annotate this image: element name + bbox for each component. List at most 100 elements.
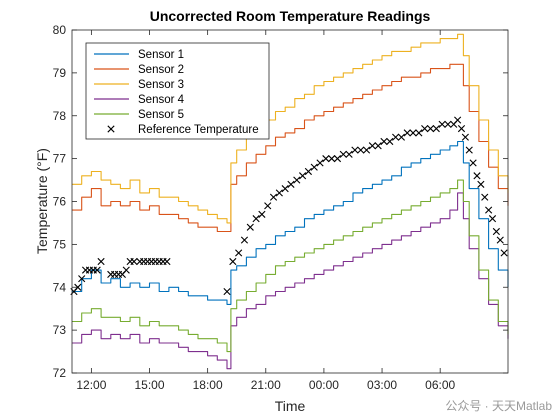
reference-marker xyxy=(97,257,105,266)
reference-marker xyxy=(386,137,394,146)
reference-marker xyxy=(339,150,347,158)
reference-marker xyxy=(444,120,452,128)
reference-marker xyxy=(229,257,237,266)
reference-marker xyxy=(328,155,336,163)
reference-marker xyxy=(246,223,254,231)
reference-marker-stroke xyxy=(310,163,318,171)
reference-marker-stroke xyxy=(339,150,347,158)
reference-marker xyxy=(264,202,272,210)
reference-marker-stroke xyxy=(293,176,301,184)
reference-marker xyxy=(465,146,473,154)
legend-label: Sensor 5 xyxy=(138,109,184,121)
reference-marker-stroke xyxy=(328,155,336,163)
reference-marker-stroke xyxy=(380,137,388,146)
series-group xyxy=(72,33,509,370)
reference-marker-stroke xyxy=(74,283,82,291)
reference-marker xyxy=(287,180,295,188)
reference-marker xyxy=(93,266,101,274)
reference-marker xyxy=(368,142,376,150)
reference-marker xyxy=(426,125,435,133)
reference-marker xyxy=(461,133,469,141)
legend-label: Sensor 2 xyxy=(138,64,184,76)
reference-marker-stroke xyxy=(333,155,342,163)
x-tick-label: 21:00 xyxy=(251,378,281,392)
reference-marker xyxy=(163,257,171,266)
reference-marker xyxy=(500,249,508,257)
reference-marker-stroke xyxy=(409,129,417,137)
x-tick-label: 03:00 xyxy=(367,378,397,392)
reference-marker xyxy=(415,129,423,137)
legend-swatch-x xyxy=(107,125,115,133)
reference-marker-stroke xyxy=(374,142,382,150)
y-tick-label: 79 xyxy=(53,66,67,80)
reference-marker xyxy=(397,133,406,141)
reference-marker-stroke xyxy=(299,172,307,180)
reference-marker-stroke xyxy=(163,257,171,266)
x-tick-label: 06:00 xyxy=(425,378,455,392)
reference-marker-stroke xyxy=(316,159,324,167)
reference-marker xyxy=(281,185,289,193)
y-tick-label: 80 xyxy=(53,23,67,37)
legend-label: Reference Temperature xyxy=(138,124,259,136)
reference-marker xyxy=(473,172,481,180)
reference-marker xyxy=(322,155,330,163)
reference-marker-stroke xyxy=(281,185,289,193)
reference-markers xyxy=(70,116,508,296)
reference-marker-stroke xyxy=(269,193,278,201)
reference-marker xyxy=(130,257,138,266)
series-line-sensor-1 xyxy=(72,140,509,305)
reference-marker xyxy=(454,116,462,124)
reference-marker xyxy=(74,283,82,291)
reference-marker xyxy=(492,227,500,236)
x-tick-label: 12:00 xyxy=(76,378,106,392)
reference-marker-stroke xyxy=(275,189,283,197)
reference-marker-stroke xyxy=(258,210,266,218)
reference-marker xyxy=(481,193,489,201)
reference-marker-stroke xyxy=(481,193,489,201)
y-tick-label: 74 xyxy=(53,280,67,294)
reference-marker xyxy=(310,163,318,171)
reference-marker-stroke xyxy=(78,275,86,283)
reference-marker xyxy=(485,206,493,214)
reference-marker xyxy=(293,176,301,184)
legend-label: Sensor 3 xyxy=(138,79,184,91)
watermark: 公众号 · 天天Matlab xyxy=(445,399,552,413)
reference-marker xyxy=(223,287,231,296)
reference-marker xyxy=(333,155,342,163)
reference-marker-stroke xyxy=(392,133,400,141)
reference-marker xyxy=(380,137,388,146)
reference-marker xyxy=(438,120,446,128)
reference-marker-stroke xyxy=(287,180,295,188)
reference-marker-stroke xyxy=(235,249,243,257)
reference-marker xyxy=(258,210,266,218)
legend: Sensor 1 Sensor 2 Sensor 3 Sensor 4 Sensor 5… xyxy=(85,42,270,140)
reference-marker-stroke xyxy=(304,167,312,176)
reference-marker xyxy=(457,125,466,133)
reference-marker xyxy=(469,159,477,167)
reference-marker-stroke xyxy=(252,215,260,223)
reference-marker-stroke xyxy=(461,133,469,141)
reference-marker-stroke xyxy=(457,125,466,133)
x-tick-label: 00:00 xyxy=(309,378,339,392)
reference-marker xyxy=(351,146,359,154)
reference-marker-stroke xyxy=(469,159,477,167)
reference-marker-stroke xyxy=(421,125,429,133)
legend-box xyxy=(85,42,270,140)
legend-label: Sensor 1 xyxy=(138,49,184,61)
reference-marker xyxy=(122,266,130,274)
x-tick-label: 15:00 xyxy=(134,378,164,392)
reference-marker xyxy=(421,125,429,133)
y-tick-label: 76 xyxy=(53,195,67,209)
reference-marker xyxy=(409,129,417,137)
y-tick-label: 77 xyxy=(53,152,67,166)
reference-marker-stroke xyxy=(351,146,359,154)
reference-marker-stroke xyxy=(403,129,411,137)
reference-marker xyxy=(304,167,312,176)
reference-marker xyxy=(362,146,371,154)
y-tick-label: 78 xyxy=(53,109,67,123)
reference-marker xyxy=(269,193,278,201)
reference-marker xyxy=(488,215,497,223)
reference-marker-stroke xyxy=(223,287,231,296)
reference-marker-stroke xyxy=(322,155,330,163)
